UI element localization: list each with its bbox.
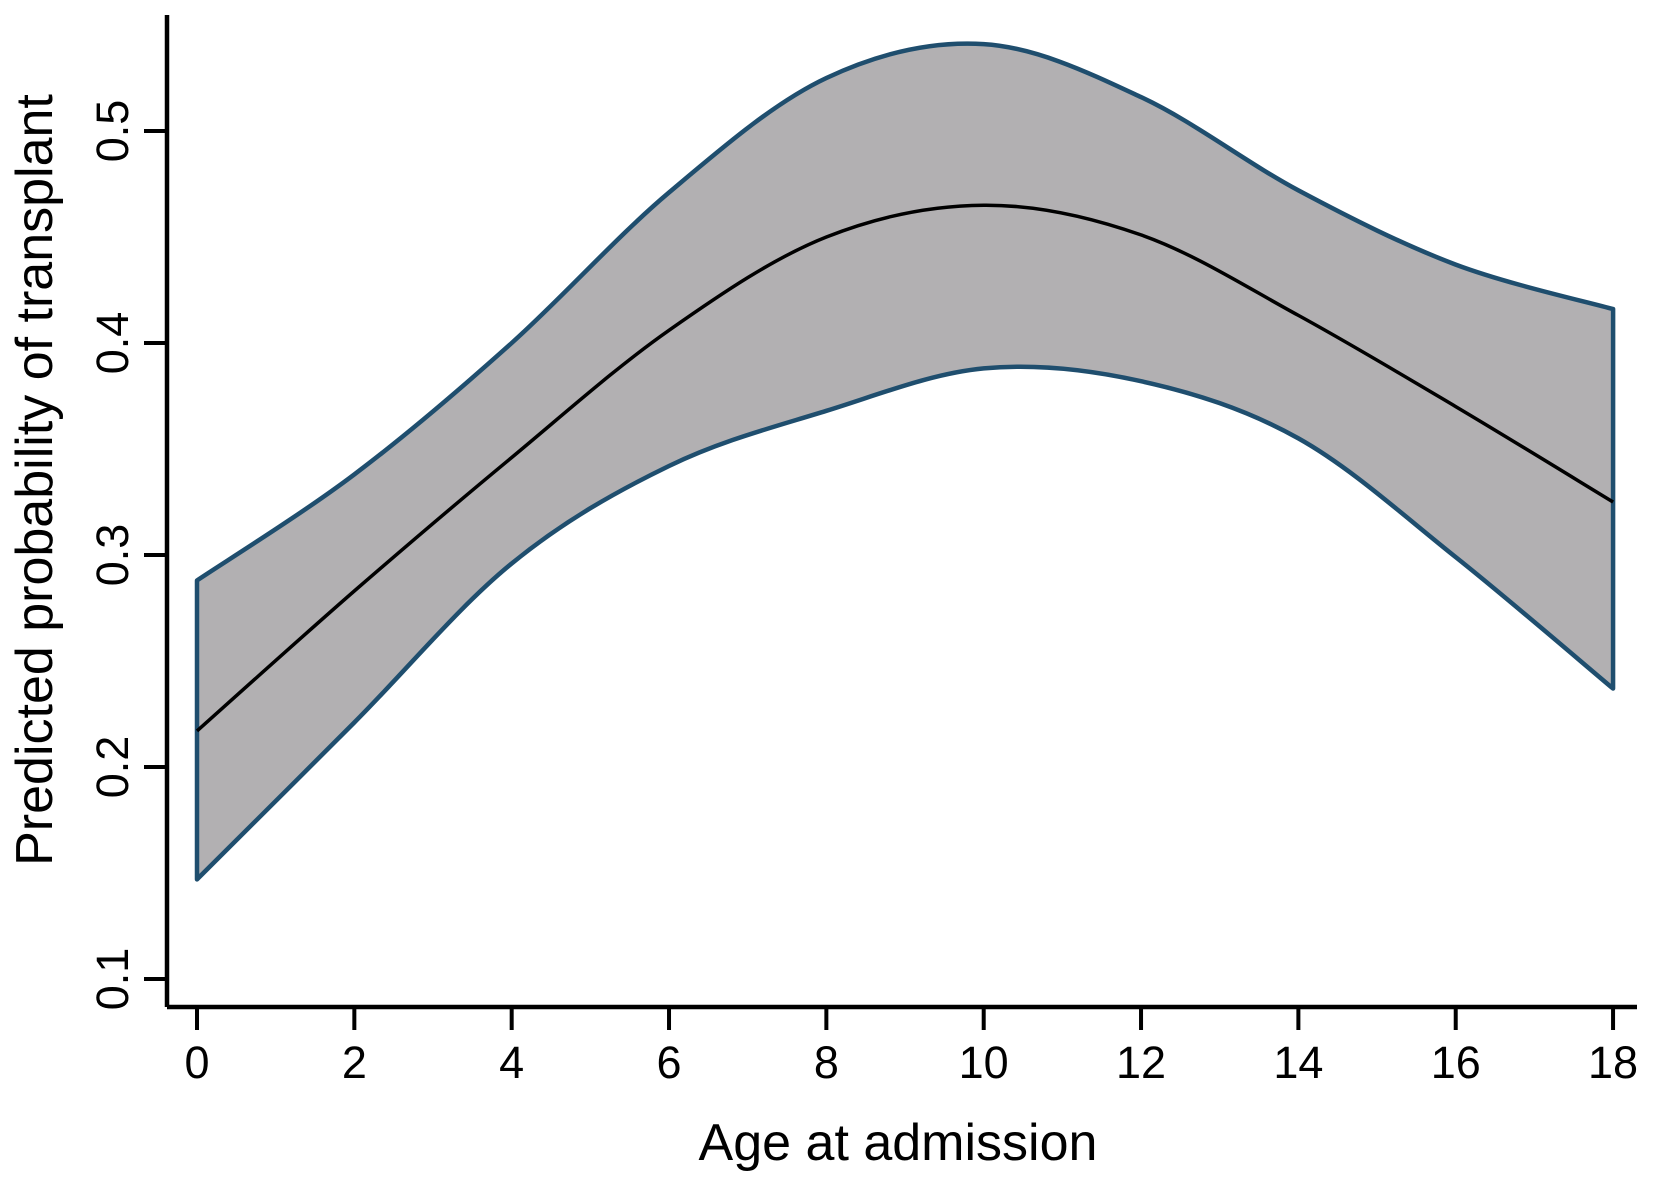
x-tick-label: 10 [959,1037,1009,1088]
x-axis-title: Age at admission [699,1114,1098,1172]
y-tick-label: 0.5 [87,100,138,163]
predicted-probability-line [195,203,1615,733]
x-tick-label: 18 [1588,1037,1638,1088]
x-tick-label: 0 [184,1037,209,1088]
x-tick-label: 6 [657,1037,682,1088]
x-tick-label: 4 [499,1037,524,1088]
x-tick-label: 16 [1431,1037,1481,1088]
y-tick-label: 0.4 [87,312,138,375]
predicted-line-layer [195,203,1615,733]
y-tick-label: 0.3 [87,524,138,587]
confidence-interval-band [194,41,1616,882]
axes-layer: 0.1 0.2 0.3 0.4 0.5 0 2 4 6 8 10 12 14 16 18 [87,15,1638,1088]
x-tick-label: 2 [342,1037,367,1088]
y-tick-label: 0.2 [87,736,138,799]
x-tick-label: 12 [1116,1037,1166,1088]
x-tick-label: 14 [1273,1037,1323,1088]
x-tick-label: 8 [814,1037,839,1088]
y-axis-title: Predicted probability of transplant [6,94,64,866]
y-tick-label: 0.1 [87,948,138,1011]
confidence-band-layer [194,41,1616,882]
